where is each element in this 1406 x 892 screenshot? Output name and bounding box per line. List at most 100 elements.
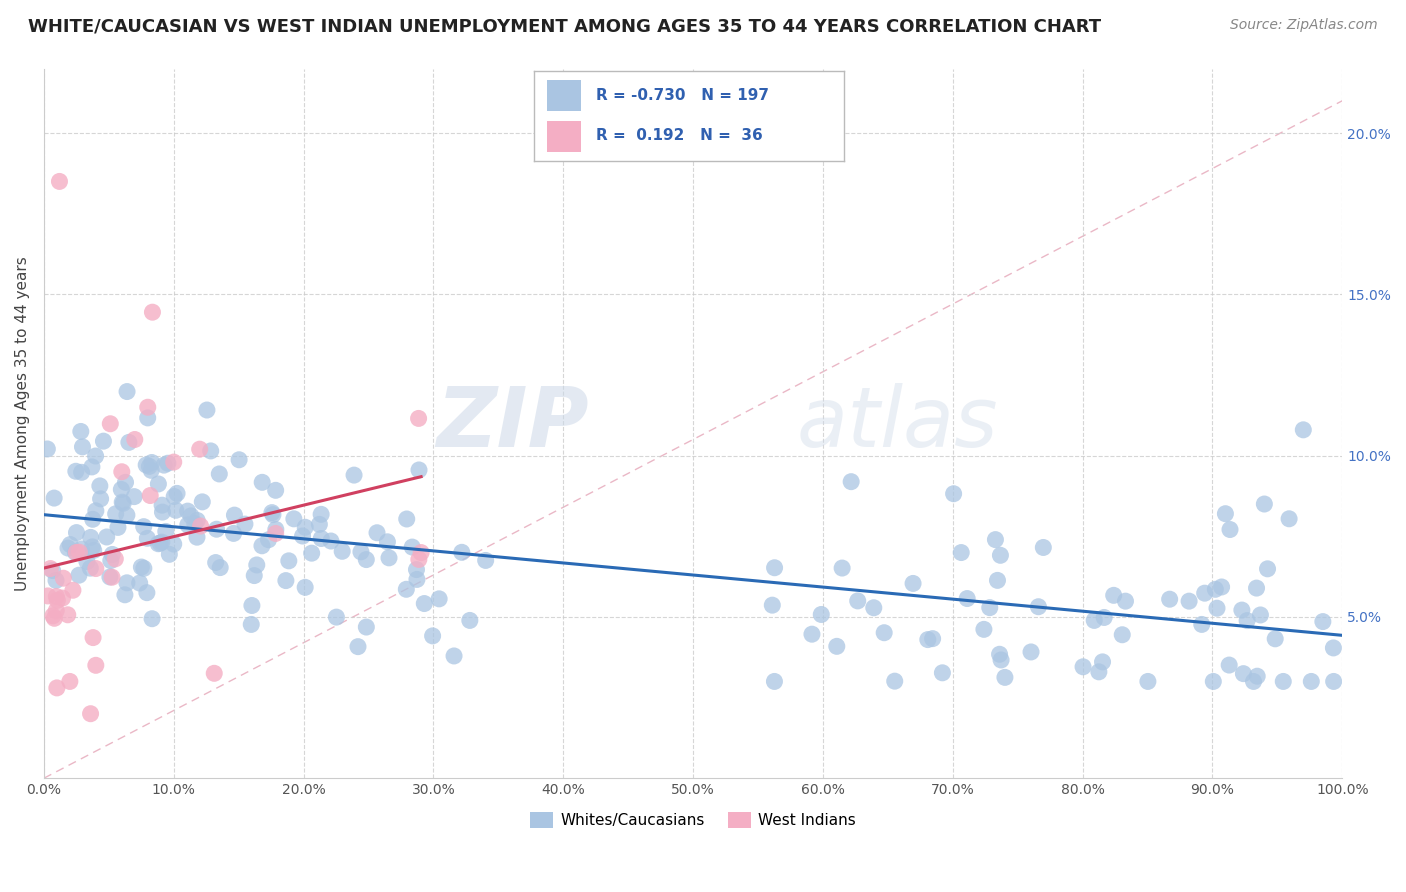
Point	[277, 554, 299, 568]
Point	[1194, 586, 1216, 600]
Point	[309, 508, 332, 522]
Point	[260, 506, 283, 520]
Point	[1246, 669, 1268, 683]
Point	[283, 512, 305, 526]
Point	[1019, 645, 1042, 659]
Point	[37, 589, 59, 603]
Point	[1292, 423, 1315, 437]
Point	[59, 674, 82, 689]
Point	[148, 537, 170, 551]
Point	[411, 545, 433, 559]
Point	[112, 496, 135, 510]
Point	[204, 556, 226, 570]
Point	[422, 629, 444, 643]
Point	[163, 455, 186, 469]
Point	[166, 486, 188, 500]
Point	[1088, 665, 1111, 679]
Point	[1032, 541, 1054, 555]
Point	[42, 608, 65, 623]
Point	[208, 467, 231, 481]
Point	[942, 487, 965, 501]
Point	[224, 508, 246, 522]
Point	[65, 545, 87, 559]
Point	[1102, 588, 1125, 602]
Point	[986, 574, 1008, 588]
Point	[186, 530, 208, 544]
Point	[1202, 674, 1225, 689]
Point	[67, 545, 90, 559]
Point	[150, 535, 173, 549]
Point	[1083, 614, 1105, 628]
Point	[84, 561, 107, 575]
Point	[831, 561, 853, 575]
Point	[48, 174, 70, 188]
Point	[408, 552, 430, 566]
Point	[931, 665, 953, 680]
Text: Source: ZipAtlas.com: Source: ZipAtlas.com	[1230, 18, 1378, 32]
Point	[152, 505, 174, 519]
Point	[98, 417, 121, 431]
Point	[1178, 594, 1201, 608]
Point	[157, 547, 180, 561]
Point	[89, 479, 111, 493]
Point	[1322, 640, 1344, 655]
Point	[107, 520, 129, 534]
Point	[1243, 674, 1265, 689]
Point	[319, 534, 342, 549]
Point	[72, 440, 94, 454]
Point	[132, 561, 155, 575]
Point	[37, 442, 59, 456]
Point	[233, 517, 256, 532]
Point	[873, 625, 896, 640]
Point	[1215, 507, 1237, 521]
Point	[150, 498, 173, 512]
Point	[994, 670, 1017, 684]
Point	[177, 517, 200, 532]
Point	[1211, 580, 1233, 594]
Point	[1091, 655, 1114, 669]
Point	[110, 483, 132, 497]
Point	[141, 305, 163, 319]
Point	[917, 632, 939, 647]
Point	[82, 512, 104, 526]
Point	[156, 456, 179, 470]
Point	[118, 435, 141, 450]
Point	[101, 570, 124, 584]
Point	[294, 520, 316, 534]
Point	[205, 522, 228, 536]
Point	[153, 458, 176, 472]
Point	[343, 468, 366, 483]
Point	[240, 617, 263, 632]
Point	[62, 583, 84, 598]
Point	[148, 477, 170, 491]
Point	[115, 508, 138, 522]
Point	[301, 546, 323, 560]
Point	[65, 525, 87, 540]
Point	[79, 706, 101, 721]
Point	[165, 503, 187, 517]
Point	[988, 647, 1011, 661]
Point	[883, 674, 905, 689]
Point	[366, 525, 388, 540]
Point	[264, 483, 287, 498]
Point	[763, 560, 786, 574]
Point	[294, 580, 316, 594]
Point	[950, 545, 973, 559]
Point	[67, 568, 90, 582]
Point	[136, 410, 159, 425]
Point	[228, 452, 250, 467]
Point	[101, 548, 124, 562]
Point	[973, 623, 995, 637]
Point	[132, 519, 155, 533]
Point	[138, 459, 160, 474]
Point	[90, 491, 112, 506]
Point	[190, 519, 212, 533]
Legend: Whites/Caucasians, West Indians: Whites/Caucasians, West Indians	[524, 806, 862, 834]
Point	[413, 597, 436, 611]
Point	[84, 658, 107, 673]
Point	[124, 433, 146, 447]
Point	[209, 560, 232, 574]
Point	[356, 620, 378, 634]
Point	[990, 549, 1012, 563]
Point	[56, 541, 79, 555]
